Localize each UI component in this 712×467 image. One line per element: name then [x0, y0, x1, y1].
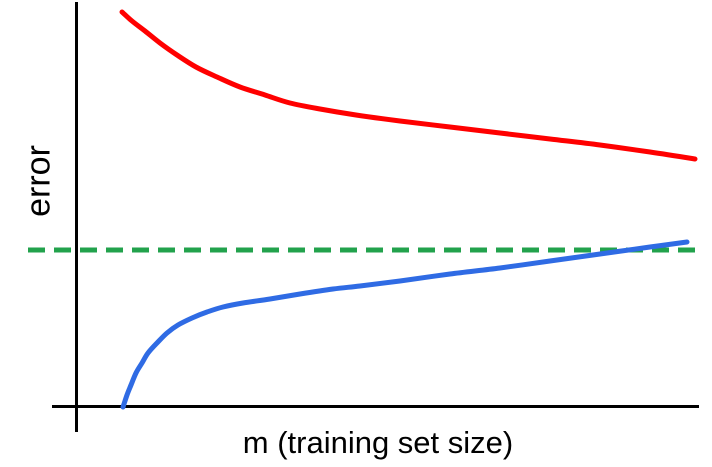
axes-layer — [52, 2, 699, 432]
y-axis-label: error — [19, 145, 58, 217]
red-curve — [119, 9, 698, 162]
over-axes-layer — [119, 9, 698, 410]
blue-curve — [120, 239, 690, 410]
x-axis-label: m (training set size) — [242, 425, 514, 460]
